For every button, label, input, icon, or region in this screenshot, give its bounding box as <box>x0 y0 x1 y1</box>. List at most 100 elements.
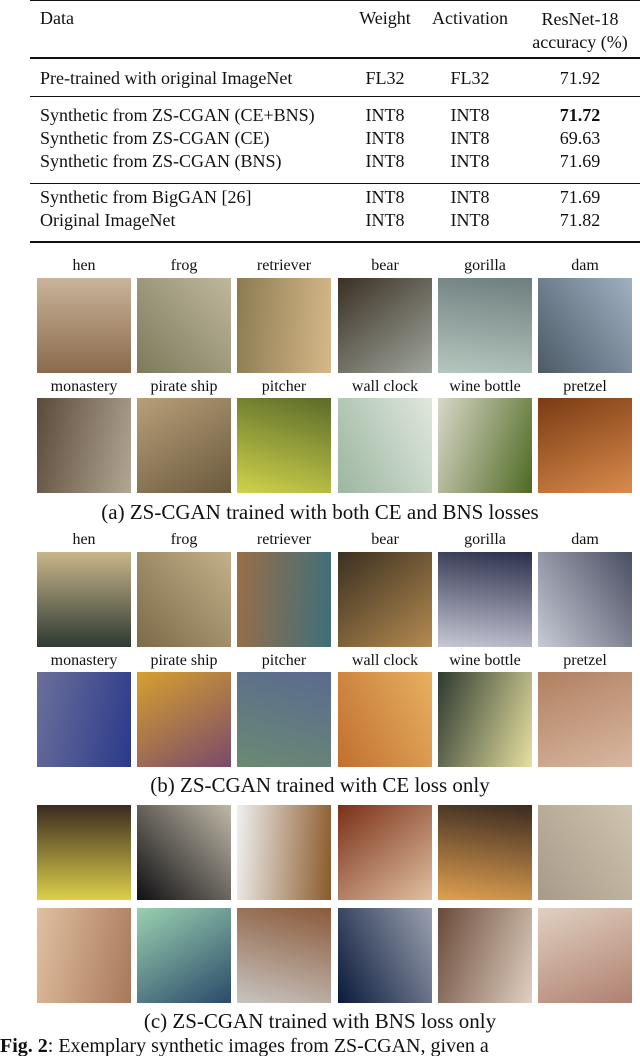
synthetic-image <box>237 672 331 767</box>
synthetic-image <box>237 398 331 493</box>
rule <box>30 57 640 59</box>
rule <box>30 241 640 243</box>
class-label: wall clock <box>351 378 419 395</box>
class-label: bear <box>371 531 399 548</box>
synthetic-image <box>538 672 632 767</box>
cell: Synthetic from ZS-CGAN (CE) <box>40 128 270 148</box>
cell: INT8 <box>365 210 405 230</box>
synthetic-image <box>37 278 131 373</box>
class-label: wall clock <box>351 652 419 669</box>
synthetic-image <box>37 908 131 1003</box>
synthetic-image <box>37 398 131 493</box>
cell: INT8 <box>365 128 405 148</box>
synthetic-image <box>538 398 632 493</box>
synthetic-image <box>538 908 632 1003</box>
class-label: pretzel <box>563 652 607 669</box>
synthetic-image <box>338 805 432 900</box>
cell: 71.92 <box>559 68 601 88</box>
synthetic-image <box>438 805 532 900</box>
class-label: wine bottle <box>449 378 521 395</box>
cell: Synthetic from ZS-CGAN (BNS) <box>40 151 282 171</box>
synthetic-image <box>37 552 131 647</box>
figure-text: : Exemplary synthetic images from ZS-CGA… <box>47 1035 489 1056</box>
cell: FL32 <box>365 68 405 88</box>
class-label: pitcher <box>261 652 307 669</box>
synthetic-image <box>37 805 131 900</box>
class-label: frog <box>170 531 198 548</box>
cell: INT8 <box>450 105 490 125</box>
synthetic-image <box>338 672 432 767</box>
synthetic-image <box>338 552 432 647</box>
cell: Original ImageNet <box>40 210 176 230</box>
cell: 71.69 <box>559 151 601 171</box>
synthetic-image <box>237 805 331 900</box>
class-label: gorilla <box>464 257 506 274</box>
class-label: frog <box>170 257 198 274</box>
rule <box>30 183 640 184</box>
figure-caption: Fig. 2: Exemplary synthetic images from … <box>0 1035 489 1056</box>
subfigure-caption: (c) ZS-CGAN trained with BNS loss only <box>143 1009 497 1033</box>
subfigure-caption: (b) ZS-CGAN trained with CE loss only <box>150 773 490 797</box>
class-label: monastery <box>50 652 118 669</box>
synthetic-image <box>538 552 632 647</box>
synthetic-image <box>438 672 532 767</box>
figure-label: Fig. 2 <box>0 1035 48 1056</box>
class-label: bear <box>371 257 399 274</box>
synthetic-image <box>438 398 532 493</box>
synthetic-image <box>237 908 331 1003</box>
synthetic-image <box>137 672 231 767</box>
rule <box>30 96 640 97</box>
cell: Synthetic from BigGAN [26] <box>40 187 252 207</box>
synthetic-image <box>137 805 231 900</box>
rule <box>30 0 640 1</box>
class-label: pirate ship <box>150 652 218 669</box>
class-label: hen <box>72 257 96 274</box>
header-cell: Data <box>40 8 74 28</box>
synthetic-image <box>538 278 632 373</box>
cell: FL32 <box>450 68 490 88</box>
synthetic-image <box>438 908 532 1003</box>
cell: INT8 <box>450 128 490 148</box>
class-label: pirate ship <box>150 378 218 395</box>
class-label: pretzel <box>563 378 607 395</box>
synthetic-image <box>438 278 532 373</box>
cell: Pre-trained with original ImageNet <box>40 68 293 88</box>
header-cell: Weight <box>359 8 411 28</box>
synthetic-image <box>338 908 432 1003</box>
cell: Synthetic from ZS-CGAN (CE+BNS) <box>40 105 315 125</box>
cell: 71.82 <box>559 210 601 230</box>
subfigure-caption: (a) ZS-CGAN trained with both CE and BNS… <box>101 500 539 524</box>
cell: 69.63 <box>559 128 601 148</box>
synthetic-image <box>137 552 231 647</box>
synthetic-image <box>237 552 331 647</box>
class-label: pitcher <box>261 378 307 395</box>
cell: INT8 <box>450 210 490 230</box>
cell: INT8 <box>365 187 405 207</box>
synthetic-image <box>237 278 331 373</box>
class-label: dam <box>571 531 599 548</box>
cell: INT8 <box>365 151 405 171</box>
class-label: retriever <box>256 257 312 274</box>
class-label: wine bottle <box>449 652 521 669</box>
synthetic-image <box>137 908 231 1003</box>
class-label: retriever <box>256 531 312 548</box>
class-label: dam <box>571 257 599 274</box>
synthetic-image <box>338 398 432 493</box>
header-cell: Activation <box>432 8 508 28</box>
cell: INT8 <box>450 151 490 171</box>
synthetic-image <box>137 278 231 373</box>
synthetic-image <box>137 398 231 493</box>
cell: INT8 <box>450 187 490 207</box>
synthetic-image <box>538 805 632 900</box>
class-label: gorilla <box>464 531 506 548</box>
synthetic-image <box>338 278 432 373</box>
cell: INT8 <box>365 105 405 125</box>
header-cell: ResNet-18 accuracy (%) <box>532 9 628 52</box>
class-label: hen <box>72 531 96 548</box>
class-label: monastery <box>50 378 118 395</box>
cell: 71.72 <box>559 105 601 125</box>
synthetic-image <box>438 552 532 647</box>
synthetic-image <box>37 672 131 767</box>
cell: 71.69 <box>559 187 601 207</box>
